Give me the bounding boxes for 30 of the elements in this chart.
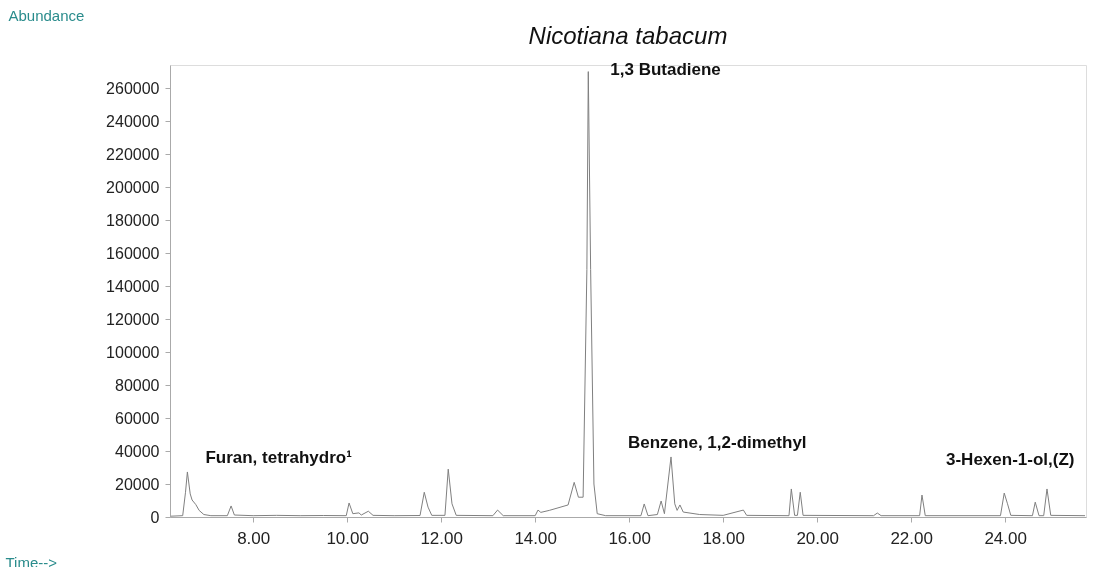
x-tick-label: 20.00 bbox=[796, 528, 839, 548]
x-tick-label: 14.00 bbox=[514, 528, 557, 548]
x-tick-label: 10.00 bbox=[326, 528, 369, 548]
y-tick-label: 100000 bbox=[106, 343, 160, 361]
annotation: 3-Hexen-1-ol,(Z) bbox=[945, 449, 1075, 469]
y-tick-label: 260000 bbox=[106, 79, 160, 97]
x-axis-title: Time--> bbox=[5, 553, 58, 567]
y-axis-title: Abundance bbox=[8, 6, 85, 24]
y-tick-label: 20000 bbox=[115, 475, 160, 493]
y-tick-label: 80000 bbox=[115, 376, 160, 394]
y-tick-label: 220000 bbox=[106, 145, 160, 163]
y-tick-label: 200000 bbox=[106, 178, 160, 196]
x-tick-label: 12.00 bbox=[420, 528, 463, 548]
annotation: 1,3 Butadiene bbox=[610, 59, 721, 79]
y-tick-label: 160000 bbox=[106, 244, 160, 262]
x-tick-label: 16.00 bbox=[608, 528, 651, 548]
annotation: Furan, tetrahydro¹ bbox=[205, 447, 353, 467]
y-tick-label: 120000 bbox=[106, 310, 160, 328]
y-tick-label: 0 bbox=[150, 508, 160, 526]
chart-title: Nicotiana tabacum bbox=[528, 22, 728, 49]
annotation: Benzene, 1,2-dimethyl bbox=[628, 432, 807, 452]
x-tick-label: 18.00 bbox=[702, 528, 745, 548]
y-tick-label: 240000 bbox=[106, 112, 160, 130]
y-tick-label: 40000 bbox=[115, 442, 160, 460]
y-tick-label: 180000 bbox=[106, 211, 160, 229]
x-tick-label: 8.00 bbox=[237, 528, 271, 548]
x-tick-label: 22.00 bbox=[890, 528, 933, 548]
y-tick-label: 140000 bbox=[106, 277, 160, 295]
x-tick-label: 24.00 bbox=[984, 528, 1027, 548]
y-tick-label: 60000 bbox=[115, 409, 160, 427]
